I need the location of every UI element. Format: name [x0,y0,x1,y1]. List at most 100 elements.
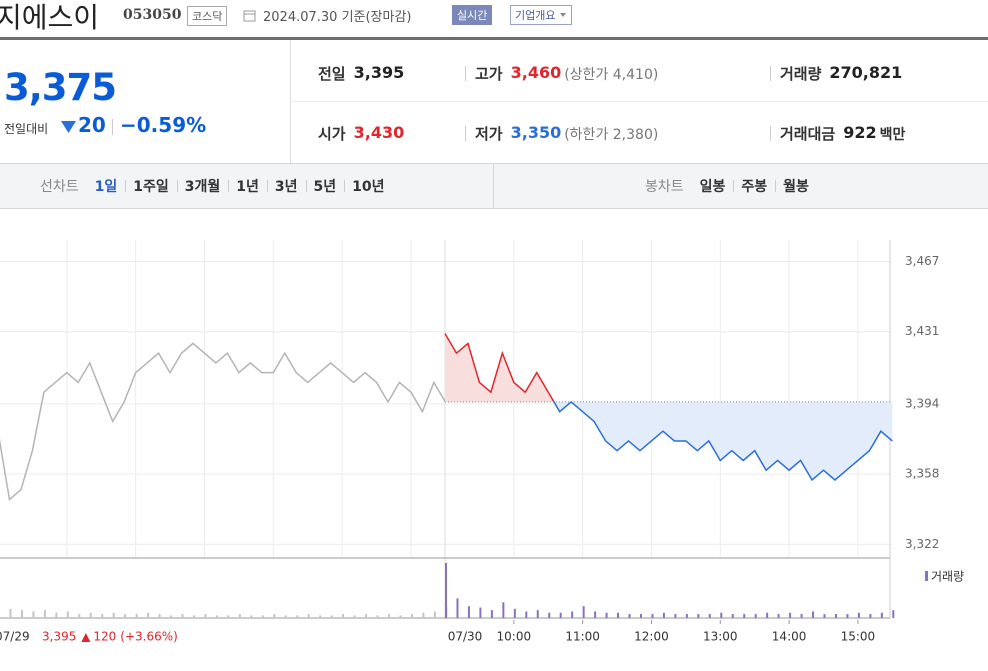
quote-label: 고가 [475,65,503,83]
current-price: 3,375 [4,66,117,109]
volume-bar [250,615,253,618]
tab[interactable]: 1년 [236,179,259,195]
volume-bar [20,610,23,618]
tab[interactable]: 일봉 [699,179,726,195]
volume-bar [685,614,688,618]
price-line [0,342,446,501]
quote-label: 저가 [475,125,503,143]
volume-bar [422,612,425,618]
volume-bar [215,615,218,618]
volume-bar [112,612,115,618]
volume-bar [513,608,516,618]
tab[interactable]: 10년 [352,179,385,195]
volume-bar [89,612,92,618]
tab[interactable]: 주봉 [741,179,768,195]
quote-label: 거래량 [780,65,822,83]
volume-bar [536,610,539,618]
tab[interactable]: 5년 [313,179,337,195]
volume-bar [548,612,551,618]
price-box [0,40,291,163]
x-tick-label: 11:00 [565,630,600,644]
tab[interactable]: 1주일 [133,179,169,195]
y-tick-label: 3,394 [905,396,939,410]
prev-change-pct: (+3.66%) [120,630,178,644]
tab-separator [125,180,127,192]
quote-value: 3,460 [510,63,562,82]
volume-bar [490,610,493,618]
company-dropdown[interactable]: 기업개요 [510,5,573,25]
volume-bar [467,606,470,618]
tab[interactable]: 1일 [94,179,118,195]
tab-bar [0,163,988,209]
caret [560,13,567,20]
volume-legend: 거래량 [931,570,964,584]
volume-bar [147,612,150,618]
volume-bar [181,614,184,618]
tab[interactable]: 월봉 [783,179,809,195]
volume-bar [571,611,574,618]
volume-bar [869,614,872,618]
row-divider [291,101,988,102]
quote-label: 전일 [318,65,346,83]
volume-bar [9,608,12,618]
separator [770,126,771,141]
separator [465,126,466,141]
x-tick-label: 14:00 [772,630,807,644]
volume-bar [559,612,562,618]
volume-bar [55,612,58,618]
volume-bar [605,612,608,618]
volume-bar [617,612,620,618]
volume-bar [857,612,860,618]
y-tick-label: 3,467 [905,254,939,268]
prev-change: 120 [93,630,116,644]
area-down [553,401,893,480]
price-line-down [553,401,893,482]
volume-bar [777,614,780,618]
volume-bar [158,614,161,618]
volume-bar [387,614,390,618]
volume-bar [651,614,654,618]
tab-separator [266,180,268,192]
change-value: 20 [78,113,106,137]
x-tick-label: 13:00 [703,630,738,644]
quote-note: (하한가 2,380) [564,127,659,143]
volume-bar [800,614,803,618]
volume-bar [743,614,746,618]
prev-close: 3,395 [42,630,76,644]
volume-bar [365,614,368,618]
date-label: 07/29 [0,630,30,644]
volume-bar [456,598,459,618]
market-badge: 코스닥 [187,6,228,26]
quote-value: 3,395 [353,63,405,82]
volume-bar [479,607,482,618]
volume-bar [582,606,585,618]
volume-bar [353,615,356,618]
volume-bar [731,614,734,618]
volume-bar [192,615,195,618]
quote-label: 시가 [318,125,346,143]
volume-bar [330,615,333,618]
x-tick-label: 15:00 [841,630,876,644]
tab[interactable]: 3개월 [184,179,221,195]
header-rule [0,37,988,40]
volume-bar [502,602,505,618]
tab[interactable]: 3년 [274,179,298,195]
area-up [445,333,893,402]
volume-bar [720,612,723,618]
separator [465,66,466,81]
tab-label: 봉차트 [645,179,684,195]
change-label: 전일대비 [4,122,49,136]
volume-bar [823,614,826,618]
realtime-button[interactable]: 실시간 [452,5,493,25]
volume-bar [376,615,379,618]
tab-separator [176,180,178,192]
volume-bar [204,614,207,618]
tab-label: 선차트 [40,179,79,195]
y-tick-label: 3,322 [905,537,939,551]
volume-bar [135,614,138,618]
volume-bar [32,611,35,618]
quote-label: 거래대금 [780,125,836,143]
tab-separator [228,180,230,192]
